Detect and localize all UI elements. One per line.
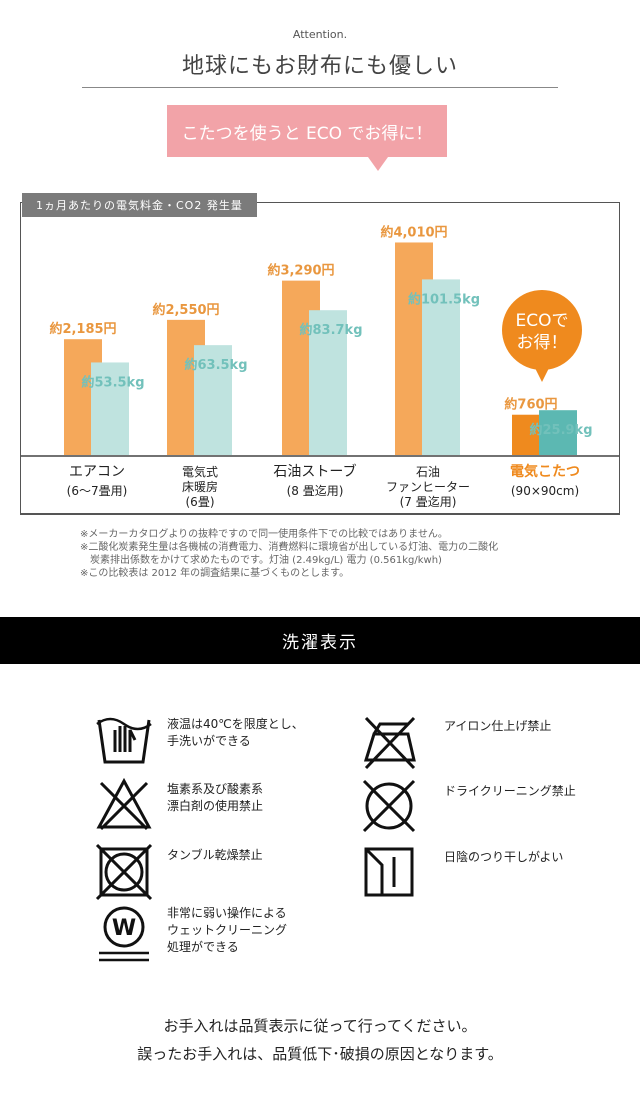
care-text: タンブル乾燥禁止 — [167, 847, 263, 864]
category-label: 石油 — [416, 465, 440, 479]
care-text: アイロン仕上げ禁止 — [444, 718, 551, 735]
shade-dry-icon — [364, 847, 414, 897]
label-co2: 約101.5kg — [408, 291, 480, 307]
no-dry-clean-icon — [362, 779, 416, 833]
label-yen: 約760円 — [504, 397, 557, 413]
callout-tail — [368, 157, 388, 171]
footer-line: お手入れは品質表示に従って行ってください。 — [163, 1017, 477, 1035]
chart-frame — [20, 202, 620, 515]
category-label: ファンヒーター — [386, 480, 470, 494]
bar-co2 — [309, 310, 347, 455]
care-item: ドライクリーニング禁止 — [360, 777, 576, 839]
category-label: (90×90cm) — [511, 484, 579, 498]
care-title: 洗濯表示 — [0, 617, 640, 664]
care-item: 液温は40℃を限度とし、 手洗いができる — [95, 712, 304, 774]
care-text-line: タンブル乾燥禁止 — [167, 848, 263, 862]
label-yen: 約2,550円 — [152, 302, 219, 318]
svg-text:W: W — [112, 916, 136, 941]
care-item: 塩素系及び酸素系 漂白剤の使用禁止 — [95, 777, 263, 839]
label-co2: 約53.5kg — [81, 374, 144, 390]
care-item: アイロン仕上げ禁止 — [360, 712, 551, 774]
eco-bubble-tail — [534, 366, 550, 382]
care-text-line: 日陰のつり干しがよい — [444, 850, 564, 864]
label-yen: 約3,290円 — [267, 263, 334, 279]
hand-wash-icon — [96, 717, 152, 764]
care-item: W 非常に弱い操作による ウェットクリーニング 処理ができる — [95, 905, 287, 967]
category-label: (8 畳迄用) — [287, 484, 344, 498]
no-iron-icon — [363, 716, 416, 770]
care-text: 非常に弱い操作による ウェットクリーニング 処理ができる — [167, 905, 287, 956]
divider — [82, 87, 558, 88]
category-label: 石油ストーブ — [273, 463, 356, 480]
bar-co2 — [422, 279, 460, 455]
footer: お手入れは品質表示に従って行ってください。 誤ったお手入れは、品質低下･破損の原… — [0, 1012, 640, 1068]
note: ※メーカーカタログよりの抜粋ですので同一使用条件下での比較ではありません。 — [80, 529, 448, 540]
care-text-line: 非常に弱い操作による — [167, 906, 287, 920]
category-label: (7 畳迄用) — [400, 495, 457, 509]
care-text: 日陰のつり干しがよい — [444, 849, 563, 866]
care-text: 塩素系及び酸素系 漂白剤の使用禁止 — [167, 781, 263, 815]
care-item: タンブル乾燥禁止 — [95, 843, 263, 905]
label-co2: 約63.5kg — [184, 357, 247, 373]
label-co2: 約83.7kg — [299, 322, 362, 338]
care-text-line: 処理ができる — [167, 940, 239, 954]
label-co2: 約25.9kg — [529, 422, 592, 438]
care-text-line: 手洗いができる — [167, 734, 251, 748]
care-text: ドライクリーニング禁止 — [444, 783, 576, 800]
note: ※この比較表は 2012 年の調査結果に基づくものとします。 — [80, 568, 350, 579]
notes: ※メーカーカタログよりの抜粋ですので同一使用条件下での比較ではありません。 ※二… — [80, 528, 498, 580]
care-item: 日陰のつり干しがよい — [360, 843, 563, 905]
bar-co2 — [539, 410, 577, 455]
care-text-line: ドライクリーニング禁止 — [444, 784, 576, 798]
wet-clean-icon: W — [99, 906, 149, 962]
note: 炭素排出係数をかけて求めたものです。灯油 (2.49kg/L) 電力 (0.56… — [80, 555, 442, 566]
attention-label: Attention. — [292, 28, 348, 41]
bar-co2 — [91, 362, 129, 455]
care-text-line: 塩素系及び酸素系 — [167, 782, 264, 796]
eco-callout: こたつを使うと ECO でお得に！ — [167, 105, 447, 157]
footer-line: 誤ったお手入れは、品質低下･破損の原因となります。 — [137, 1045, 503, 1063]
care-text-line: アイロン仕上げ禁止 — [444, 719, 552, 733]
category-label: エアコン — [69, 464, 125, 480]
care-text-line: 液温は40℃を限度とし、 — [167, 717, 304, 731]
label-yen: 約4,010円 — [380, 224, 447, 240]
care-text-line: 漂白剤の使用禁止 — [167, 799, 264, 813]
eco-bubble-text: お得！ — [517, 333, 568, 353]
bar-co2 — [194, 345, 232, 455]
category-label: 電気こたつ — [510, 463, 580, 480]
care-text: 液温は40℃を限度とし、 手洗いができる — [167, 716, 304, 750]
eco-bubble-text: ECOで — [516, 311, 569, 331]
category-label: (6畳) — [186, 495, 215, 509]
category-label: 床暖房 — [182, 479, 218, 494]
page-title: 地球にもお財布にも優しい — [181, 54, 458, 79]
label-yen: 約2,185円 — [49, 321, 116, 337]
no-tumble-dry-icon — [95, 843, 153, 901]
note: ※二酸化炭素発生量は各機械の消費電力、消費燃料に環境省が出している灯油、電力の二… — [80, 542, 499, 553]
chart-title: 1ヵ月あたりの電気料金・CO2 発生量 — [22, 193, 257, 217]
category-label: 電気式 — [182, 464, 218, 479]
care-text-line: ウェットクリーニング — [167, 923, 288, 937]
category-label: (6〜7畳用) — [67, 484, 128, 498]
no-bleach-icon — [96, 777, 152, 831]
eco-bubble — [502, 290, 582, 370]
